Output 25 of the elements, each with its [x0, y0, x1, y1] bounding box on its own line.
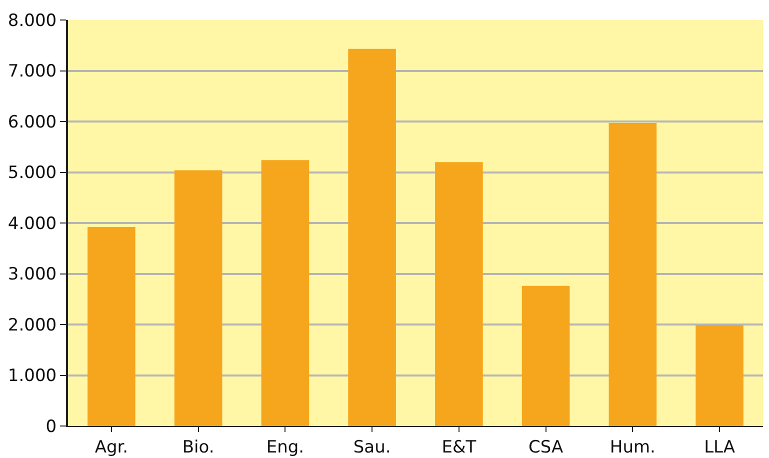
- bar: [608, 123, 657, 426]
- x-tick-label: LLA: [704, 437, 736, 458]
- y-tick-label: 8.000: [8, 10, 57, 31]
- y-tick-label: 2.000: [8, 315, 57, 336]
- x-tick-label: Bio.: [182, 437, 214, 458]
- x-tick-label: CSA: [528, 437, 564, 458]
- x-tick-label: E&T: [442, 437, 477, 458]
- y-tick-label: 4.000: [8, 214, 57, 234]
- x-tick-label: Sau.: [353, 437, 391, 458]
- x-tick-label: Eng.: [266, 437, 304, 458]
- y-tick-label: 6.000: [8, 112, 57, 132]
- bar: [348, 48, 396, 426]
- x-tick-label: Agr.: [94, 437, 128, 458]
- y-tick-label: 3.000: [8, 264, 57, 285]
- y-tick-label: 5.000: [8, 163, 57, 184]
- y-tick-label: 7.000: [8, 62, 57, 82]
- x-tick-label: Hum.: [610, 437, 656, 458]
- bar: [522, 286, 570, 426]
- bar: [174, 170, 222, 426]
- bar: [261, 160, 310, 426]
- y-tick-label: 0: [46, 416, 57, 437]
- bar: [696, 325, 744, 426]
- y-tick-label: 1.000: [8, 366, 57, 386]
- bar: [88, 227, 136, 426]
- bar: [435, 162, 483, 426]
